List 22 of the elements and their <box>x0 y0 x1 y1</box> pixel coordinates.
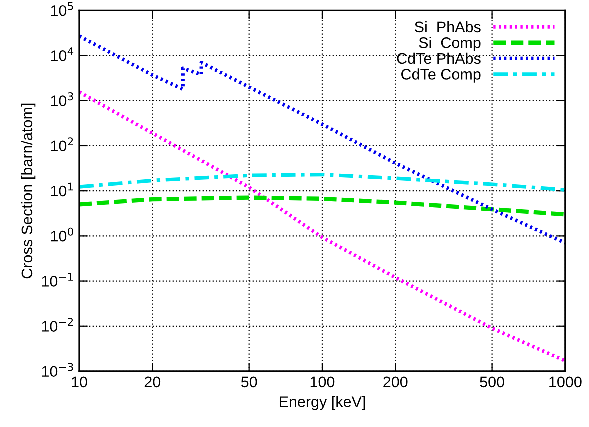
y-tick-label: 10$^{1}$ <box>51 182 74 197</box>
legend-label: CdTe Comp <box>402 68 481 83</box>
x-tick-label: 20 <box>144 376 161 388</box>
x-tick-label: 10 <box>72 376 88 388</box>
legend-label: Si PhAbs <box>415 21 481 33</box>
y-tick-label: 10$^{3}$ <box>51 92 74 106</box>
y-tick-label: 10$^{4}$ <box>51 48 74 62</box>
y-tick-label: 10$^{−1}$ <box>42 273 74 287</box>
x-tick-label: 50 <box>241 376 258 388</box>
y-tick-label: 10$^{−2}$ <box>42 318 74 332</box>
x-axis-title: Energy [keV] <box>280 396 366 410</box>
y-tick-label: 10$^{0}$ <box>51 228 74 242</box>
x-tick-label: 100 <box>310 376 335 388</box>
x-tick-label: 500 <box>480 376 504 388</box>
legend-label: Si Comp <box>419 37 481 52</box>
y-axis-title: Cross Section [barn/atom] <box>21 104 36 279</box>
x-tick-label: 200 <box>384 376 408 388</box>
legend-label: CdTe PhAbs <box>397 52 481 64</box>
x-tick-label: 1000 <box>550 376 582 388</box>
y-tick-label: 10$^{5}$ <box>51 2 74 16</box>
y-tick-label: 10$^{−3}$ <box>42 363 74 378</box>
y-tick-label: 10$^{2}$ <box>51 138 74 152</box>
